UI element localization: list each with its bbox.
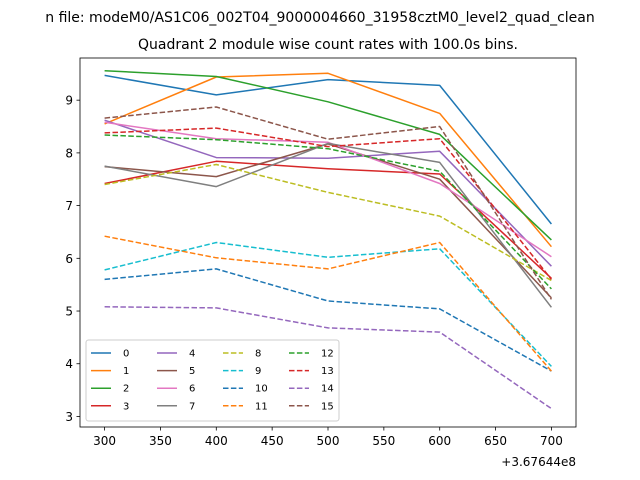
legend-label-12: 12	[321, 349, 334, 360]
y-tick-label: 4	[65, 357, 73, 371]
legend-label-8: 8	[255, 349, 261, 360]
x-tick-label: 650	[484, 434, 507, 448]
series-line-10	[104, 268, 552, 372]
legend-box	[85, 339, 340, 422]
x-tick-label: 550	[372, 434, 395, 448]
legend-label-1: 1	[123, 366, 129, 377]
legend-label-5: 5	[189, 366, 195, 377]
plot-area: 300 350 400 450 500 550 600 650 7003456789+3.676…	[65, 57, 577, 469]
series-line-15	[104, 106, 553, 300]
legend-label-3: 3	[123, 401, 129, 412]
series-line-1	[104, 72, 552, 248]
y-tick-label: 3	[65, 410, 73, 424]
y-tick-label: 5	[65, 305, 73, 319]
y-tick-label: 6	[65, 252, 73, 266]
series-line-0	[104, 74, 552, 225]
legend-label-9: 9	[255, 366, 261, 377]
x-tick-label: 400	[205, 434, 228, 448]
legend-label-10: 10	[255, 384, 268, 395]
chart-title: Quadrant 2 module wise count rates with …	[138, 37, 518, 53]
x-tick-label: 450	[261, 434, 284, 448]
x-tick-label: 500	[317, 434, 340, 448]
legend-label-11: 11	[255, 401, 268, 412]
legend-label-6: 6	[189, 384, 195, 395]
legend-label-7: 7	[189, 401, 195, 412]
y-tick-label: 7	[65, 199, 73, 213]
legend-label-14: 14	[321, 384, 334, 395]
x-tick-label: 700	[540, 434, 563, 448]
x-tick-label: 600	[428, 434, 451, 448]
series-line-6	[104, 121, 552, 258]
series-line-8	[104, 163, 552, 282]
series-line-14	[104, 306, 552, 410]
x-tick-label: 350	[149, 434, 172, 448]
series-line-11	[104, 235, 552, 372]
series-line-12	[104, 134, 552, 290]
legend-label-0: 0	[123, 349, 129, 360]
y-tick-label: 9	[65, 94, 73, 108]
series-line-2	[104, 69, 552, 241]
x-tick-label: 300	[93, 434, 116, 448]
legend-label-15: 15	[321, 401, 334, 412]
x-offset-label: +3.67644e8	[501, 455, 576, 469]
series-line-13	[104, 127, 552, 280]
legend-label-2: 2	[123, 384, 129, 395]
figure-suptitle: n file: modeM0/AS1C06_002T04_9000004660_…	[45, 10, 594, 26]
legend-label-4: 4	[189, 349, 195, 360]
series-line-4	[104, 119, 552, 267]
y-tick-label: 8	[65, 146, 73, 160]
legend-label-13: 13	[321, 366, 334, 377]
